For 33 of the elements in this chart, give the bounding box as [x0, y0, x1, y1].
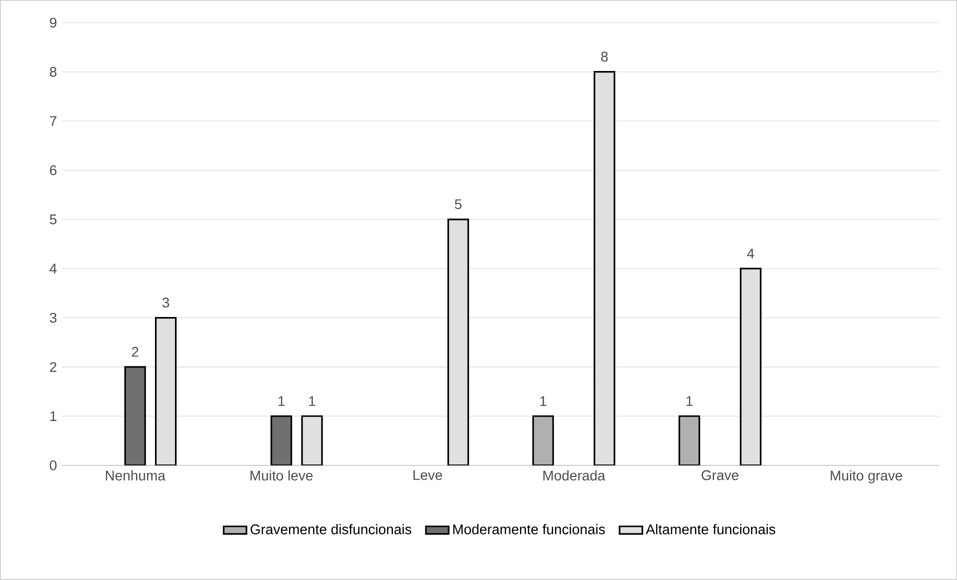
data-label: 1 — [540, 396, 546, 406]
y-tick-label: 0 — [50, 460, 57, 470]
y-tick-label: 3 — [50, 312, 56, 323]
legend-label: Moderamente funcionais — [453, 524, 605, 534]
x-tick-label: Leve — [414, 470, 442, 480]
y-tick-label: 8 — [50, 66, 56, 77]
data-label: 1 — [686, 396, 693, 406]
y-tick-label: 9 — [50, 18, 56, 28]
x-tick-label: Muito leve — [250, 470, 313, 481]
legend-label: Gravemente disfuncionais — [250, 524, 412, 534]
data-label: 2 — [132, 346, 138, 357]
bar — [124, 366, 146, 466]
y-tick-label: 1 — [50, 411, 56, 421]
data-label: 1 — [309, 396, 316, 406]
x-tick-label: Muito grave — [830, 470, 902, 484]
legend-label: Altamente funcionais — [646, 524, 776, 534]
data-label: 5 — [454, 199, 462, 210]
y-tick-label: 2 — [50, 362, 56, 372]
y-tick-label: 7 — [50, 116, 56, 126]
x-tick-label: Moderada — [543, 470, 606, 481]
data-label: 3 — [162, 298, 170, 308]
bar — [594, 71, 616, 466]
data-label: 1 — [278, 396, 285, 406]
data-label: 4 — [747, 248, 754, 258]
bar — [447, 218, 470, 466]
x-tick-label: Nenhuma — [106, 470, 166, 481]
x-tick-label: Grave — [702, 470, 738, 480]
y-tick-label: 4 — [50, 264, 57, 274]
y-tick-label: 5 — [50, 214, 56, 224]
bar — [740, 268, 762, 466]
y-tick-label: 6 — [50, 165, 56, 176]
data-label: 8 — [601, 52, 608, 62]
bar — [154, 316, 177, 466]
